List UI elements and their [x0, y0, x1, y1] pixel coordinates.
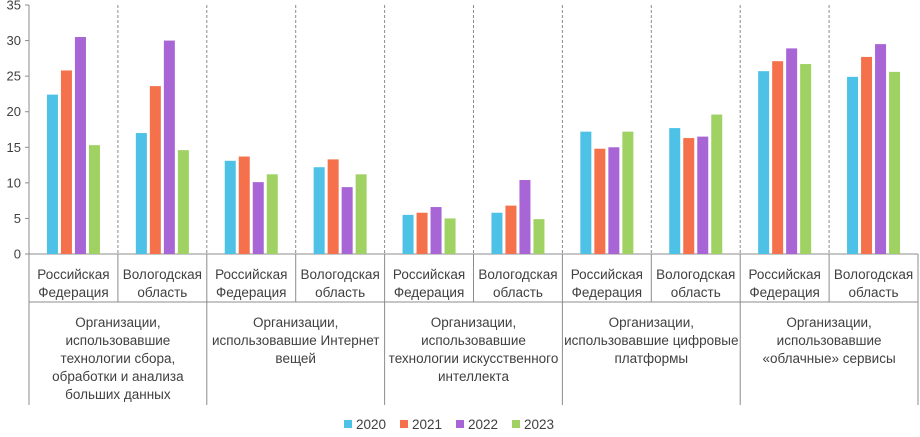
group-label: «облачные» сервисы: [763, 351, 896, 366]
bar-2023: [800, 64, 812, 254]
bar-2020: [313, 167, 325, 254]
category-label: Вологодская: [656, 267, 735, 282]
bar-2021: [238, 156, 250, 254]
bar-2022: [341, 187, 353, 254]
legend-label: 2023: [524, 417, 554, 432]
bar-2021: [861, 56, 873, 255]
y-tick-label: 35: [7, 0, 21, 13]
legend-label: 2020: [356, 417, 386, 432]
y-tick-label: 20: [7, 104, 21, 119]
category-label: Федерация: [38, 285, 108, 300]
bar-2022: [163, 40, 175, 255]
group-label: интеллекта: [438, 369, 509, 384]
category-label: Российская: [393, 267, 465, 282]
bar-2020: [135, 133, 147, 254]
group-label: Организации,: [75, 315, 160, 330]
category-label: Российская: [749, 267, 821, 282]
group-label: Организации,: [431, 315, 516, 330]
bar-2023: [88, 145, 100, 254]
bar-2021: [149, 86, 161, 254]
category-label: Российская: [37, 267, 109, 282]
category-label: область: [671, 285, 721, 300]
bar-2021: [772, 61, 784, 255]
category-label: область: [849, 285, 899, 300]
bar-2021: [683, 138, 695, 254]
legend-swatch-2020: [344, 420, 352, 428]
group-label: использовавшие цифровые: [564, 333, 738, 348]
group-label: платформы: [614, 351, 688, 366]
bar-2022: [519, 180, 531, 254]
legend-swatch-2022: [456, 420, 464, 428]
bar-2021: [505, 205, 517, 254]
group-label: Организации,: [253, 315, 338, 330]
bar-2021: [60, 70, 72, 254]
category-label: Вологодская: [123, 267, 202, 282]
bar-2020: [46, 94, 58, 254]
bar-2022: [875, 44, 887, 254]
bar-2023: [711, 114, 723, 254]
bar-2020: [847, 76, 859, 255]
group-label: больших данных: [65, 387, 171, 402]
category-label: область: [493, 285, 543, 300]
bar-2021: [416, 212, 428, 254]
bar-2023: [622, 131, 634, 254]
group-label: технологии сбора,: [61, 351, 176, 366]
bar-2023: [533, 219, 545, 254]
category-label: Вологодская: [478, 267, 557, 282]
bar-2023: [889, 71, 901, 254]
group-label: вещей: [275, 351, 316, 366]
category-label: Российская: [571, 267, 643, 282]
category-label: область: [315, 285, 365, 300]
group-label: Организации,: [786, 315, 871, 330]
bar-2020: [224, 160, 236, 254]
category-label: Вологодская: [834, 267, 913, 282]
group-label: Организации,: [609, 315, 694, 330]
legend-label: 2021: [412, 417, 442, 432]
bar-2020: [491, 212, 503, 254]
bar-2020: [580, 131, 592, 254]
category-label: Федерация: [216, 285, 286, 300]
bar-2020: [669, 128, 681, 254]
y-tick-label: 30: [7, 33, 21, 48]
bar-2020: [758, 71, 770, 254]
group-label: использовавшие: [421, 333, 526, 348]
y-tick-label: 0: [14, 247, 21, 262]
bar-2022: [430, 207, 442, 254]
group-label: использовавшие: [65, 333, 170, 348]
y-tick-label: 5: [14, 211, 21, 226]
y-tick-label: 25: [7, 69, 21, 84]
category-label: область: [137, 285, 187, 300]
bar-2023: [177, 150, 189, 254]
group-label: технологии искусственного: [389, 351, 559, 366]
bar-2023: [266, 174, 278, 254]
group-label: использовавшие: [777, 333, 882, 348]
bar-2021: [594, 148, 606, 254]
category-label: Федерация: [394, 285, 464, 300]
bar-2023: [355, 174, 367, 254]
category-label: Федерация: [572, 285, 642, 300]
y-tick-label: 15: [7, 140, 21, 155]
group-label: использовавшие Интернет: [212, 333, 380, 348]
category-label: Федерация: [749, 285, 819, 300]
group-label: обработки и анализа: [52, 369, 184, 384]
bar-2021: [327, 159, 339, 254]
legend-swatch-2021: [400, 420, 408, 428]
bar-2022: [608, 147, 620, 254]
y-tick-label: 10: [7, 175, 21, 190]
bar-2020: [402, 214, 414, 254]
bar-2022: [74, 37, 86, 255]
bar-2022: [697, 136, 709, 254]
category-label: Вологодская: [301, 267, 380, 282]
legend-swatch-2023: [512, 420, 520, 428]
legend-label: 2022: [468, 417, 498, 432]
bar-2022: [252, 182, 264, 254]
bar-2023: [444, 218, 456, 254]
bar-2022: [786, 48, 798, 255]
category-label: Российская: [215, 267, 287, 282]
